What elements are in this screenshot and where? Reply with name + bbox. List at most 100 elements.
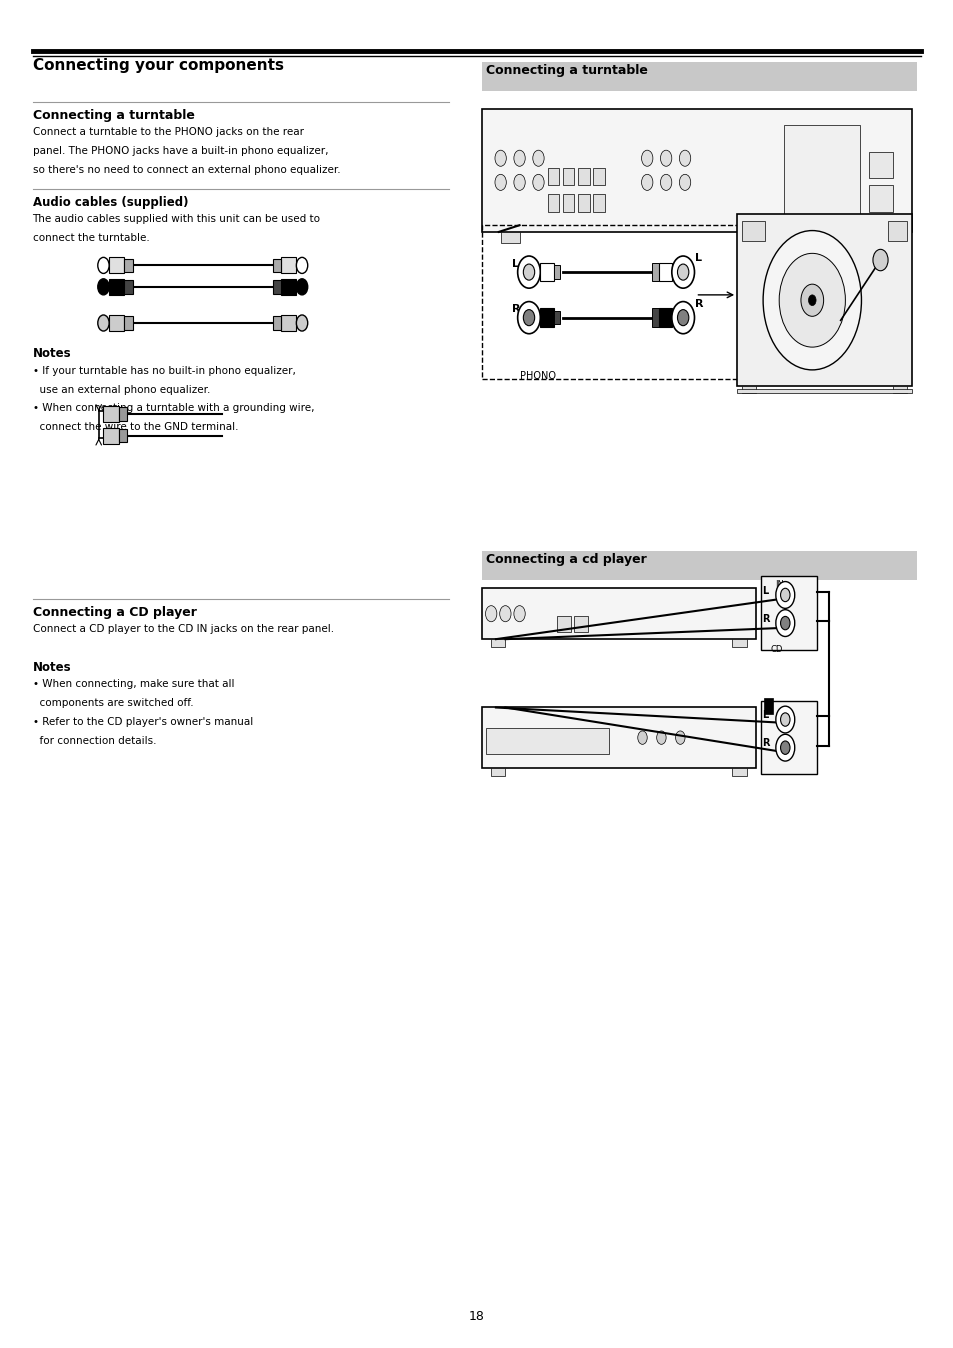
Text: Connect a CD player to the CD IN jacks on the rear panel.: Connect a CD player to the CD IN jacks o… [32, 624, 334, 635]
Circle shape [679, 174, 690, 190]
Text: L: L [761, 710, 768, 720]
Text: so there's no need to connect an external phono equalizer.: so there's no need to connect an externa… [32, 164, 340, 175]
Text: Connect a turntable to the PHONO jacks on the rear: Connect a turntable to the PHONO jacks o… [32, 128, 303, 137]
Bar [578, 167, 589, 185]
Text: CD: CD [769, 644, 781, 654]
Bar [562, 194, 574, 212]
Text: PHONO: PHONO [519, 371, 555, 381]
Text: connect the wire to the GND terminal.: connect the wire to the GND terminal. [32, 422, 238, 433]
Circle shape [775, 706, 794, 733]
Circle shape [656, 731, 665, 744]
Circle shape [514, 605, 525, 621]
Bar [481, 109, 911, 232]
Text: • Refer to the CD player's owner's manual: • Refer to the CD player's owner's manua… [32, 717, 253, 727]
Circle shape [640, 150, 652, 166]
Circle shape [775, 609, 794, 636]
Circle shape [523, 310, 534, 326]
Circle shape [775, 735, 794, 762]
Bar [732, 768, 746, 776]
Bar [737, 214, 911, 386]
Bar [281, 279, 296, 295]
Bar [762, 698, 772, 714]
Bar [103, 406, 118, 422]
Circle shape [523, 264, 534, 280]
Bar [741, 221, 764, 241]
Circle shape [677, 310, 688, 326]
Bar [593, 167, 604, 185]
Circle shape [296, 279, 308, 295]
Bar [651, 263, 658, 282]
Bar [491, 639, 505, 647]
Bar [539, 263, 553, 282]
Bar [651, 309, 658, 328]
Bar [868, 151, 892, 178]
Text: Connecting your components: Connecting your components [32, 58, 283, 73]
Bar [491, 768, 505, 776]
Circle shape [499, 605, 511, 621]
Circle shape [779, 253, 844, 348]
Bar [658, 309, 671, 328]
Circle shape [98, 279, 109, 295]
Bar [124, 280, 132, 294]
Bar [273, 317, 281, 330]
Bar [486, 728, 609, 755]
Bar [760, 701, 817, 775]
Text: L: L [512, 259, 518, 268]
Text: Notes: Notes [32, 348, 71, 360]
Bar [760, 576, 817, 650]
Bar [574, 616, 587, 632]
Text: Connecting a turntable: Connecting a turntable [32, 109, 194, 121]
Circle shape [677, 264, 688, 280]
Text: • When connecting, make sure that all: • When connecting, make sure that all [32, 679, 233, 689]
Text: connect the turntable.: connect the turntable. [32, 233, 149, 243]
Circle shape [807, 295, 815, 306]
Bar [547, 194, 558, 212]
Circle shape [659, 150, 671, 166]
Circle shape [514, 150, 525, 166]
Bar [273, 280, 281, 294]
Bar [578, 194, 589, 212]
Bar [109, 257, 124, 274]
Text: • When connecting a turntable with a grounding wire,: • When connecting a turntable with a gro… [32, 403, 314, 414]
Circle shape [640, 174, 652, 190]
Circle shape [675, 731, 684, 744]
Bar [281, 257, 296, 274]
Circle shape [495, 150, 506, 166]
Bar [539, 309, 553, 328]
Bar [553, 311, 559, 325]
Text: Connecting a cd player: Connecting a cd player [486, 554, 646, 566]
Bar [118, 429, 127, 442]
Text: IN: IN [774, 580, 783, 589]
Text: panel. The PHONO jacks have a built-in phono equalizer,: panel. The PHONO jacks have a built-in p… [32, 146, 328, 156]
Circle shape [872, 249, 887, 271]
Bar [562, 167, 574, 185]
Text: Connecting a turntable: Connecting a turntable [486, 65, 648, 77]
Bar [281, 315, 296, 332]
Circle shape [296, 257, 308, 274]
Bar [481, 708, 755, 768]
Circle shape [780, 741, 789, 755]
Bar [124, 317, 132, 330]
Bar [732, 639, 746, 647]
Circle shape [780, 713, 789, 727]
Bar [547, 167, 558, 185]
Bar [273, 259, 281, 272]
Text: • If your turntable has no built-in phono equalizer,: • If your turntable has no built-in phon… [32, 365, 295, 376]
Text: The audio cables supplied with this unit can be used to: The audio cables supplied with this unit… [32, 214, 320, 225]
Bar [783, 125, 859, 218]
Circle shape [98, 257, 109, 274]
Circle shape [780, 616, 789, 630]
Circle shape [98, 315, 109, 332]
Bar [118, 407, 127, 421]
Bar [553, 266, 559, 279]
Bar [103, 427, 118, 443]
Circle shape [671, 256, 694, 288]
Bar [873, 232, 892, 243]
Circle shape [296, 315, 308, 332]
Text: R: R [512, 305, 520, 314]
Circle shape [762, 231, 861, 369]
Bar [109, 315, 124, 332]
Circle shape [517, 256, 539, 288]
Circle shape [638, 731, 646, 744]
Bar [481, 588, 755, 639]
